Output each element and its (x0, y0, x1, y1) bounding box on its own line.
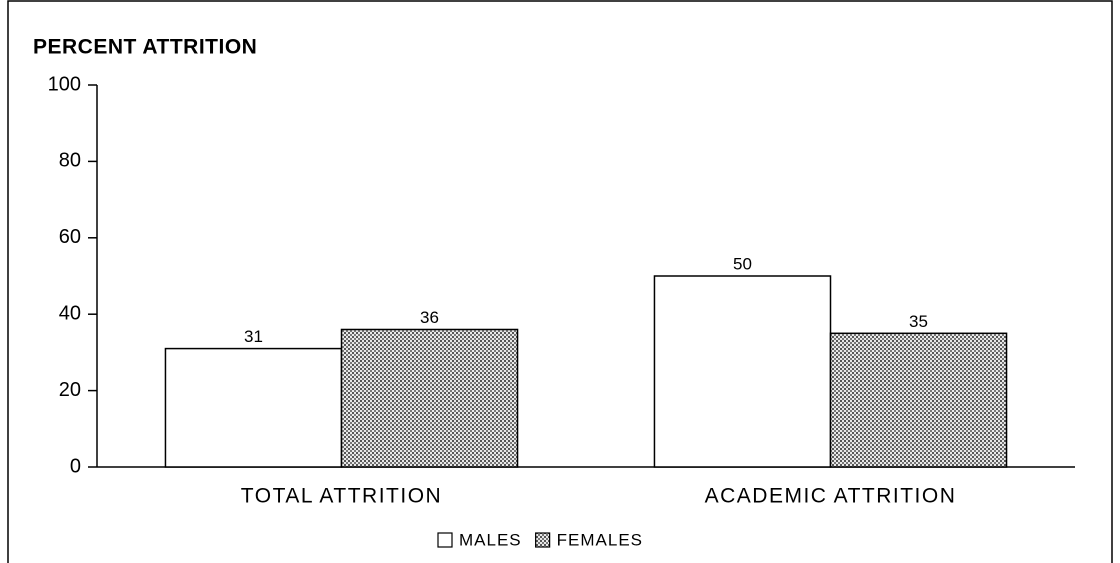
x-tick-label: ACADEMIC ATTRITION (705, 485, 957, 508)
value-label: 36 (420, 308, 439, 327)
bar (653, 275, 832, 468)
value-label: 50 (733, 254, 752, 273)
y-tick-label: 100 (48, 73, 81, 95)
bar (829, 332, 1008, 468)
y-tick-label: 0 (70, 455, 81, 477)
y-axis-label: PERCENT ATTRITION (33, 36, 257, 59)
legend-label: FEMALES (557, 530, 643, 549)
frame (7, 0, 1113, 563)
legend-label: MALES (459, 530, 522, 549)
x-tick-label: TOTAL ATTRITION (241, 485, 442, 508)
legend-swatch (437, 532, 453, 548)
y-tick-label: 60 (59, 226, 81, 248)
y-tick-label: 20 (59, 379, 81, 401)
y-tick-label: 80 (59, 150, 81, 172)
bar (340, 328, 519, 468)
y-tick-label: 40 (59, 302, 81, 324)
legend-swatch (535, 532, 551, 548)
value-label: 35 (909, 312, 928, 331)
value-label: 31 (244, 327, 263, 346)
bar (164, 347, 343, 468)
